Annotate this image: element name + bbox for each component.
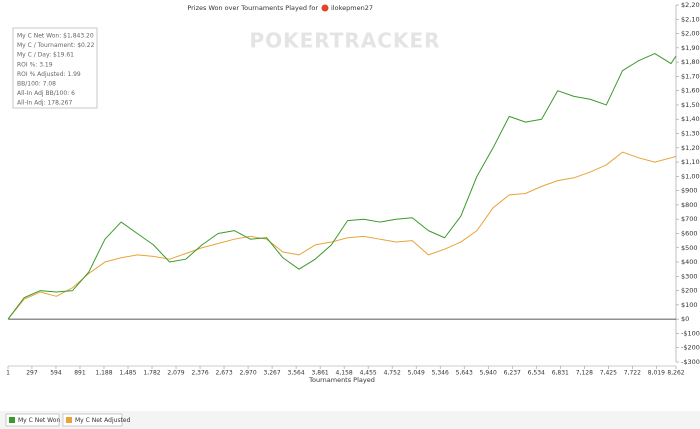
- x-tick-label: 7,128: [576, 370, 593, 377]
- y-tick-label: $1,300: [681, 130, 700, 138]
- x-tick-label: 5,643: [456, 370, 473, 377]
- x-tick-label: 2,970: [239, 370, 256, 377]
- stat-line: My C / Day: $19.61: [17, 52, 74, 59]
- y-tick-label: $1,500: [681, 101, 700, 109]
- x-tick-label: 2,079: [167, 370, 184, 377]
- x-tick-label: 1: [6, 370, 10, 377]
- y-tick-label: $1,100: [681, 158, 700, 166]
- x-tick-label: 594: [50, 370, 62, 377]
- x-axis-label: Tournaments Played: [308, 376, 375, 384]
- y-tick-label: $1,200: [681, 144, 700, 152]
- legend-bar: [0, 411, 700, 429]
- x-tick-label: 1,782: [143, 370, 160, 377]
- x-tick-label: 5,940: [480, 370, 497, 377]
- player-name: ilokepmen27: [331, 4, 373, 12]
- player-icon: [321, 4, 329, 12]
- stat-line: BB/100: 7.08: [17, 81, 56, 88]
- series-line: [7, 53, 677, 320]
- x-tick-label: 7,722: [624, 370, 641, 377]
- series-line: [7, 151, 677, 320]
- x-tick-label: 7,425: [600, 370, 617, 377]
- y-tick-label: $100: [681, 301, 698, 309]
- x-tick-label: 8,262: [667, 370, 684, 377]
- stat-line: All-In Adj: 178,267: [17, 100, 72, 107]
- x-tick-label: 5,346: [432, 370, 449, 377]
- y-tick-label: $2,200: [681, 1, 700, 9]
- y-tick-label: $500: [681, 244, 698, 252]
- x-tick-label: 4,158: [336, 370, 353, 377]
- stat-line: My C Net Won: $1,843.20: [17, 33, 94, 40]
- y-tick-label: $200: [681, 287, 698, 295]
- x-tick-label: 3,564: [288, 370, 305, 377]
- stat-line: ROI % Adjusted: 1.99: [17, 71, 81, 78]
- x-tick-label: 4,455: [360, 370, 377, 377]
- x-tick-label: 2,376: [191, 370, 208, 377]
- y-tick-label: $1,800: [681, 58, 700, 66]
- legend-label: My C Net Won: [18, 417, 60, 424]
- x-tick-label: 297: [26, 370, 38, 377]
- y-tick-label: $1,600: [681, 87, 700, 95]
- x-tick-label: 6,237: [504, 370, 521, 377]
- y-tick-label: $2,100: [681, 15, 700, 23]
- chart-title: Prizes Won over Tournaments Played for: [187, 4, 318, 12]
- x-tick-label: 2,673: [215, 370, 232, 377]
- y-tick-label: $400: [681, 258, 698, 266]
- legend-label: My C Net Adjusted: [75, 417, 131, 424]
- y-tick-label: $600: [681, 229, 698, 237]
- y-tick-label: $0: [681, 315, 689, 323]
- x-tick-label: 3,267: [264, 370, 281, 377]
- legend-entry: [62, 413, 123, 427]
- y-tick-label: $1,900: [681, 44, 700, 52]
- stat-line: All-In Adj BB/100: 6: [17, 90, 75, 97]
- stat-line: ROI %: 3.19: [17, 61, 53, 68]
- x-tick-label: 5,049: [408, 370, 425, 377]
- stat-line: My C / Tournament: $0.22: [17, 42, 95, 49]
- legend-swatch: [66, 417, 72, 423]
- legend-entry: [5, 413, 60, 427]
- y-tick-label: $800: [681, 201, 698, 209]
- x-tick-label: 1,188: [95, 370, 112, 377]
- x-tick-label: 3,861: [312, 370, 329, 377]
- y-tick-label: $1,000: [681, 172, 700, 180]
- x-tick-label: 1,485: [119, 370, 136, 377]
- y-tick-label: -$200: [681, 344, 700, 352]
- legend-swatch: [9, 417, 15, 423]
- stats-box: [12, 27, 98, 109]
- y-tick-label: -$100: [681, 329, 700, 337]
- y-tick-label: $300: [681, 272, 698, 280]
- y-tick-label: $1,700: [681, 72, 700, 80]
- y-tick-label: $1,400: [681, 115, 700, 123]
- y-tick-label: $2,000: [681, 30, 700, 38]
- x-tick-label: 891: [74, 370, 86, 377]
- y-tick-label: -$300: [681, 358, 700, 366]
- watermark: POKERTRACKER: [249, 29, 440, 53]
- y-tick-label: $900: [681, 187, 698, 195]
- x-tick-label: 6,534: [528, 370, 545, 377]
- x-tick-label: 8,019: [648, 370, 665, 377]
- x-tick-label: 4,752: [384, 370, 401, 377]
- y-tick-label: $700: [681, 215, 698, 223]
- x-tick-label: 6,831: [552, 370, 569, 377]
